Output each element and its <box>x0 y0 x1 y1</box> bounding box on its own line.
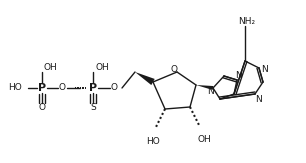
Text: NH₂: NH₂ <box>238 16 256 25</box>
Polygon shape <box>135 72 155 85</box>
Polygon shape <box>196 85 213 90</box>
Text: HO: HO <box>146 137 160 146</box>
Text: N: N <box>255 95 261 104</box>
Text: N: N <box>235 71 241 80</box>
Text: O: O <box>58 83 65 92</box>
Text: N: N <box>261 65 267 74</box>
Text: OH: OH <box>95 62 109 72</box>
Text: O: O <box>170 65 177 74</box>
Text: S: S <box>90 104 96 112</box>
Text: O: O <box>110 83 118 92</box>
Text: N: N <box>208 88 215 96</box>
Text: P: P <box>89 83 97 93</box>
Text: HO: HO <box>8 83 22 92</box>
Text: OH: OH <box>44 62 58 72</box>
Text: OH: OH <box>197 135 211 144</box>
Text: P: P <box>38 83 46 93</box>
Text: O: O <box>39 104 46 112</box>
